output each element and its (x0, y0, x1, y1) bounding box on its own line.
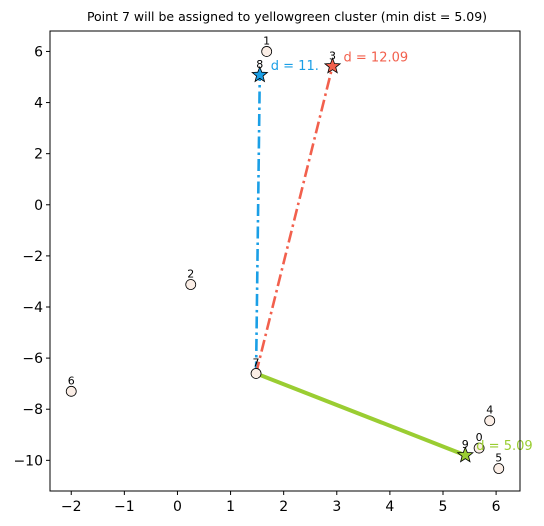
data-point (261, 46, 273, 57)
distance-line (254, 65, 334, 374)
centroid-star (456, 446, 474, 463)
chart-title: Point 7 will be assigned to yellowgreen … (87, 9, 487, 24)
y-tick-label: 6 (34, 44, 43, 60)
point-label: 6 (68, 374, 75, 387)
y-tick-label: 4 (34, 96, 43, 112)
centroid-star (251, 65, 269, 83)
data-point (250, 368, 262, 379)
data-point (65, 385, 77, 397)
x-tick-label: −2 (61, 499, 82, 515)
distance-label: d = 12.09 (344, 50, 409, 65)
distance-line (255, 371, 467, 458)
point-label: 7 (253, 356, 260, 369)
point-label: 2 (187, 268, 194, 281)
x-tick-label: 6 (492, 499, 501, 515)
x-tick-label: 0 (173, 499, 182, 515)
distance-line (254, 74, 262, 374)
x-tick-label: 4 (385, 499, 394, 515)
data-point (493, 463, 505, 474)
distance-label: d = 11. (271, 59, 319, 74)
y-tick-label: 2 (34, 147, 43, 163)
data-point (185, 279, 197, 290)
point-label: 8 (256, 58, 263, 71)
point-label: 5 (495, 452, 502, 465)
point-label: 0 (476, 431, 483, 444)
x-tick-label: 2 (279, 499, 288, 515)
plot-frame (49, 30, 521, 492)
y-tick-label: 0 (34, 198, 43, 214)
x-tick-label: 5 (439, 499, 448, 515)
y-tick-label: −6 (22, 351, 43, 367)
point-label: 9 (462, 438, 469, 451)
y-tick-label: −8 (22, 402, 43, 418)
y-tick-label: −10 (13, 453, 43, 469)
point-label: 1 (263, 34, 270, 47)
distance-label: d = 5.09 (476, 439, 532, 454)
centroid-star (323, 57, 342, 74)
point-label: 4 (486, 404, 493, 417)
data-point (473, 442, 485, 454)
y-tick-label: −2 (22, 249, 43, 265)
x-tick-label: −1 (114, 499, 135, 515)
y-tick-label: −4 (22, 300, 43, 316)
x-tick-label: 1 (226, 499, 235, 515)
plot-area: 0 1 2 4 5 6 7 8 3 9 d = 11. d = 12.09 d = 5.09 (65, 34, 533, 474)
x-tick-label: 3 (332, 499, 341, 515)
data-point (484, 415, 496, 427)
point-label: 3 (329, 49, 336, 62)
